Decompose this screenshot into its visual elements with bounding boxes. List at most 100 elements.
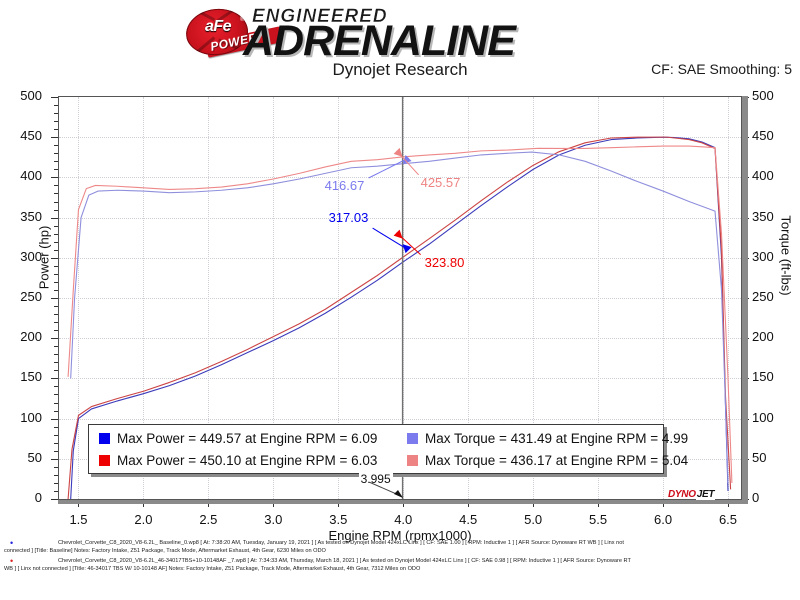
watermark-dyno: DYNO bbox=[668, 489, 696, 500]
grid-line-vertical bbox=[728, 97, 729, 499]
footer-text-1a: Chevrolet_Corvette_C8_2020_V8-6.2L_ Base… bbox=[58, 540, 624, 546]
y-axis-left-tick bbox=[51, 378, 58, 380]
y-axis-left-minor-tick bbox=[54, 273, 58, 275]
cursor-label-leader bbox=[368, 482, 403, 498]
grid-line-vertical bbox=[533, 97, 535, 499]
footer-entry-2-line-1: • Chevrolet_Corvette_C8_2020_V8-6.2L_46-… bbox=[0, 556, 800, 567]
grid-line-vertical bbox=[78, 97, 80, 499]
y-axis-left-minor-tick bbox=[54, 426, 58, 428]
logo-registered-mark: ® bbox=[240, 17, 245, 23]
y-axis-right-tick-label: 100 bbox=[752, 409, 774, 425]
y-axis-left-minor-tick bbox=[54, 233, 58, 235]
series-line-torque-baseline bbox=[70, 151, 729, 483]
legend-swatch-torque-modified bbox=[407, 455, 418, 466]
y-axis-right-tick-label: 300 bbox=[752, 248, 774, 264]
y-axis-left-minor-tick bbox=[54, 354, 58, 356]
y-axis-left-minor-tick bbox=[54, 370, 58, 372]
y-axis-left-minor-tick bbox=[54, 185, 58, 187]
legend-label-power-modified: Max Power = 450.10 at Engine RPM = 6.03 bbox=[117, 453, 378, 468]
y-axis-left-minor-tick bbox=[54, 105, 58, 107]
y-axis-left-minor-tick bbox=[54, 289, 58, 291]
legend-swatch-power-modified bbox=[99, 455, 110, 466]
y-axis-left-tick-label: 100 bbox=[20, 409, 42, 425]
x-axis-tick-label: 1.5 bbox=[69, 512, 88, 527]
legend-item-power-modified[interactable]: Max Power = 450.10 at Engine RPM = 6.03 bbox=[99, 450, 377, 471]
y-axis-left-tick bbox=[51, 298, 58, 299]
y-axis-right-tick-label: 150 bbox=[752, 369, 774, 385]
logo-afe-text: aFe bbox=[204, 18, 232, 35]
grid-line-horizontal bbox=[59, 418, 741, 420]
grid-line-horizontal bbox=[59, 378, 741, 380]
legend-item-torque-modified[interactable]: Max Torque = 436.17 at Engine RPM = 5.04 bbox=[407, 450, 688, 471]
y-axis-right-bar bbox=[741, 96, 748, 504]
y-axis-left-minor-tick bbox=[54, 169, 58, 171]
marker-leader-3 bbox=[396, 232, 421, 256]
y-axis-left-minor-tick bbox=[54, 153, 58, 155]
power-baseline-value: 317.03 bbox=[328, 210, 369, 226]
legend-item-torque-baseline[interactable]: Max Torque = 431.49 at Engine RPM = 4.99 bbox=[407, 428, 688, 449]
y-axis-left-tick-label: 0 bbox=[34, 490, 42, 505]
grid-line-horizontal bbox=[59, 177, 741, 179]
y-axis-left-minor-tick bbox=[54, 161, 58, 163]
x-axis-tick-label: 3.5 bbox=[329, 512, 348, 527]
y-axis-left-minor-tick bbox=[54, 410, 58, 412]
y-axis-left-minor-tick bbox=[54, 225, 58, 227]
y-axis-left-minor-tick bbox=[54, 281, 58, 283]
tagline-engineered: ENGINEERED bbox=[252, 6, 388, 27]
x-axis-tick-label: 2.0 bbox=[134, 512, 153, 527]
y-axis-left-minor-tick bbox=[54, 466, 58, 468]
cf-smoothing-label: CF: SAE Smoothing: 5 bbox=[651, 61, 792, 77]
watermark-jet: JET bbox=[695, 489, 716, 500]
x-axis-tick-label: 5.5 bbox=[589, 512, 608, 527]
x-axis-tick-label: 4.0 bbox=[394, 512, 413, 527]
y-axis-right-tick-label: 50 bbox=[752, 449, 767, 465]
footer-entry-2-line-2: WB ] [ Linx not connected ] [Title: 46-3… bbox=[0, 566, 800, 574]
y-axis-left-minor-tick bbox=[54, 265, 58, 267]
y-axis-left-minor-tick bbox=[54, 482, 58, 484]
series-line-power-baseline bbox=[70, 136, 729, 499]
y-axis-left-minor-tick bbox=[54, 145, 58, 147]
grid-line-vertical bbox=[208, 97, 210, 499]
cursor-rpm-label: 3.995 bbox=[358, 472, 393, 486]
series-line-power-modified bbox=[67, 136, 732, 499]
footer-bullet-modified-icon: • bbox=[10, 556, 14, 567]
y-axis-left-minor-tick bbox=[54, 330, 58, 332]
x-axis-bar bbox=[58, 497, 748, 504]
legend-label-torque-baseline: Max Torque = 431.49 at Engine RPM = 4.99 bbox=[425, 431, 689, 446]
grid-line-horizontal bbox=[59, 338, 741, 340]
y-axis-left-minor-tick bbox=[54, 241, 58, 243]
chart-legend[interactable]: Max Power = 449.57 at Engine RPM = 6.09 … bbox=[88, 424, 688, 474]
afe-power-logo: aFe ® POWER bbox=[183, 5, 304, 59]
footer-text-1b: connected ] [Title: Baseline] Notes: Fac… bbox=[4, 547, 326, 554]
y-axis-left-tick bbox=[51, 499, 58, 500]
y-axis-left-tick-label: 350 bbox=[20, 208, 42, 224]
y-axis-left-tick-label: 200 bbox=[20, 329, 42, 345]
footer-notes: • Chevrolet_Corvette_C8_2020_V8-6.2L_ Ba… bbox=[0, 538, 800, 574]
torque-baseline-value: 416.67 bbox=[324, 177, 365, 193]
x-axis-tick-label: 5.0 bbox=[524, 512, 543, 527]
y-axis-left-minor-tick bbox=[54, 394, 58, 396]
y-axis-left-minor-tick bbox=[54, 346, 58, 348]
y-axis-right-tick-label: 450 bbox=[752, 128, 774, 144]
dynojet-watermark: DYNOJET bbox=[668, 489, 716, 500]
y-axis-left-minor-tick bbox=[54, 193, 58, 195]
grid-line-vertical bbox=[598, 97, 600, 499]
grid-line-vertical bbox=[143, 97, 145, 499]
y-axis-left-tick-label: 50 bbox=[27, 449, 42, 465]
grid-line-horizontal bbox=[59, 137, 741, 139]
legend-item-power-baseline[interactable]: Max Power = 449.57 at Engine RPM = 6.09 bbox=[99, 428, 377, 449]
y-axis-left-tick bbox=[51, 338, 58, 340]
grid-line-vertical bbox=[273, 97, 275, 499]
y-axis-left-minor-tick bbox=[54, 322, 58, 324]
footer-entry-1-line-2: connected ] [Title: Baseline] Notes: Fac… bbox=[0, 548, 800, 556]
x-axis-tick-label: 2.5 bbox=[199, 512, 218, 527]
y-axis-left-minor-tick bbox=[54, 474, 58, 476]
footer-bullet-baseline-icon: • bbox=[10, 538, 14, 548]
y-axis-left-minor-tick bbox=[54, 121, 58, 123]
grid-line-vertical bbox=[468, 97, 470, 499]
grid-line-vertical bbox=[338, 97, 340, 499]
legend-label-power-baseline: Max Power = 449.57 at Engine RPM = 6.09 bbox=[117, 431, 378, 446]
y-axis-left-minor-tick bbox=[54, 402, 58, 404]
tagline-adrenaline: ADRENALINE bbox=[243, 17, 516, 65]
